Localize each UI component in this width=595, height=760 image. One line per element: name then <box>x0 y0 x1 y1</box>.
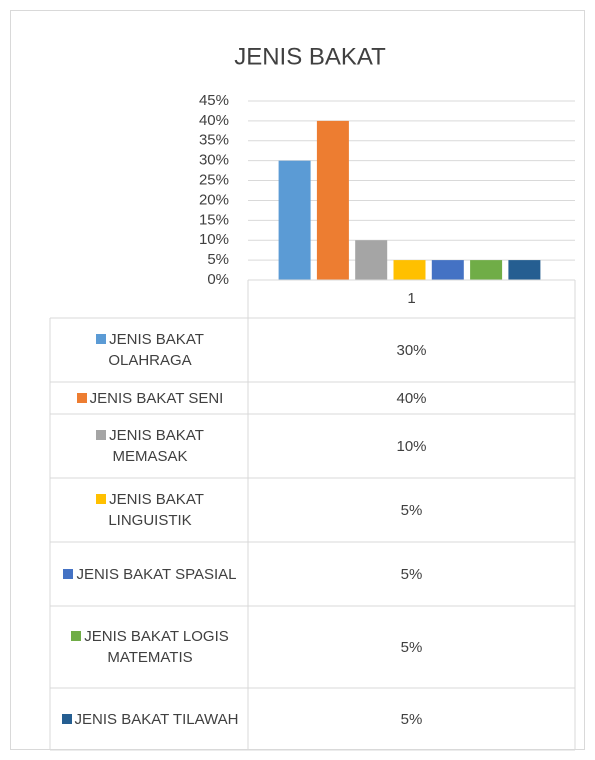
y-tick-label: 5% <box>207 251 229 268</box>
bar <box>355 240 388 280</box>
legend-cell: JENIS BAKAT SPASIAL <box>54 542 246 606</box>
legend-key <box>63 568 74 579</box>
legend-label: JENIS BAKAT LOGIS MATEMATIS <box>84 628 229 666</box>
y-tick-label: 35% <box>199 132 229 149</box>
legend-cell: JENIS BAKAT SENI <box>54 382 246 414</box>
legend-label: JENIS BAKAT LINGUISTIK <box>108 491 204 529</box>
x-tick-label: 1 <box>407 290 415 307</box>
y-tick-label: 10% <box>199 231 229 248</box>
value-label: 5% <box>400 501 423 519</box>
bar <box>393 260 426 280</box>
value-label: 5% <box>400 710 423 728</box>
legend-label: JENIS BAKAT SENI <box>89 389 224 407</box>
value-label: 10% <box>396 437 427 455</box>
bar <box>470 260 503 280</box>
legend-entry: JENIS BAKAT OLAHRAGA <box>60 329 240 371</box>
legend-label: JENIS BAKAT SPASIAL <box>76 565 237 583</box>
legend-key <box>96 430 107 440</box>
legend-entry: JENIS BAKAT MEMASAK <box>60 425 240 467</box>
legend-cell: JENIS BAKAT OLAHRAGA <box>54 318 246 382</box>
y-tick-label: 40% <box>199 112 229 129</box>
legend-label: JENIS BAKAT OLAHRAGA <box>108 331 204 369</box>
bar <box>431 260 464 280</box>
legend-key <box>71 631 82 641</box>
value-label: 30% <box>396 341 427 359</box>
y-tick-label: 15% <box>199 211 229 228</box>
legend-label: JENIS BAKAT TILAWAH <box>74 710 239 728</box>
legend-key <box>61 713 72 724</box>
y-tick-label: 45% <box>199 92 229 109</box>
legend-cell: JENIS BAKAT LOGIS MATEMATIS <box>54 606 246 688</box>
legend-cell: JENIS BAKAT LINGUISTIK <box>54 478 246 542</box>
legend-cell: JENIS BAKAT MEMASAK <box>54 414 246 478</box>
legend-entry: JENIS BAKAT TILAWAH <box>60 709 240 730</box>
legend-cell: JENIS BAKAT TILAWAH <box>54 688 246 750</box>
legend-key <box>96 334 107 344</box>
value-label: 5% <box>400 638 423 656</box>
chart-title: JENIS BAKAT <box>234 43 386 70</box>
y-tick-label: 0% <box>207 271 229 288</box>
bar <box>316 120 349 280</box>
bar <box>508 260 541 280</box>
bar <box>278 160 311 280</box>
legend-entry: JENIS BAKAT SENI <box>60 388 240 409</box>
legend-label: JENIS BAKAT MEMASAK <box>109 427 204 465</box>
legend-entry: JENIS BAKAT LINGUISTIK <box>60 489 240 531</box>
legend-key <box>76 392 87 403</box>
value-label: 40% <box>396 389 427 407</box>
value-label: 5% <box>400 565 423 583</box>
legend-entry: JENIS BAKAT LOGIS MATEMATIS <box>60 626 240 668</box>
y-tick-label: 30% <box>199 152 229 169</box>
legend-key <box>96 494 107 504</box>
legend-entry: JENIS BAKAT SPASIAL <box>60 564 240 585</box>
y-tick-label: 25% <box>199 172 229 189</box>
y-tick-label: 20% <box>199 191 229 208</box>
